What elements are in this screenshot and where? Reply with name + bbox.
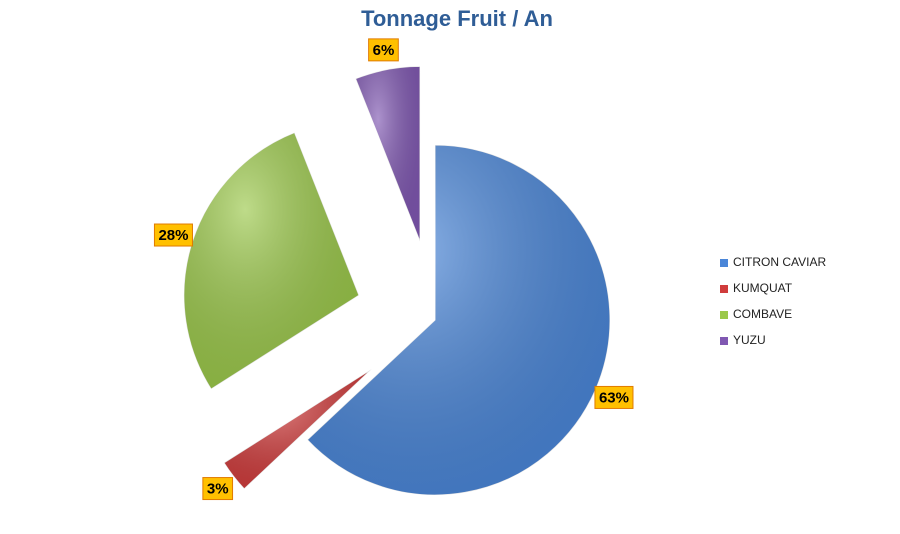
data-label-text: 3% <box>207 481 229 498</box>
slice-shade <box>224 369 372 489</box>
legend-swatch <box>720 337 728 345</box>
legend-swatch <box>720 285 728 293</box>
data-label: 3% <box>202 477 234 501</box>
chart-title: Tonnage Fruit / An <box>361 6 553 31</box>
data-label-box <box>202 477 234 501</box>
legend-swatch <box>720 311 728 319</box>
legend-swatch <box>720 259 728 267</box>
data-label-text: 6% <box>373 42 395 59</box>
data-label-box <box>368 38 399 62</box>
slice-shade <box>183 132 359 390</box>
legend-label: CITRON CAVIAR <box>733 255 826 269</box>
data-label: 28% <box>153 223 193 247</box>
legend-label: KUMQUAT <box>733 281 793 295</box>
legend-label: COMBAVE <box>733 307 792 321</box>
data-label: 6% <box>368 38 399 62</box>
data-label: 63% <box>594 385 634 409</box>
data-label-text: 28% <box>158 227 188 244</box>
data-label-box <box>594 385 634 409</box>
slice-shade <box>355 66 421 242</box>
data-label-text: 63% <box>599 389 629 406</box>
slice-shade <box>307 145 610 496</box>
legend-label: YUZU <box>733 333 766 347</box>
data-label-box <box>153 223 193 247</box>
